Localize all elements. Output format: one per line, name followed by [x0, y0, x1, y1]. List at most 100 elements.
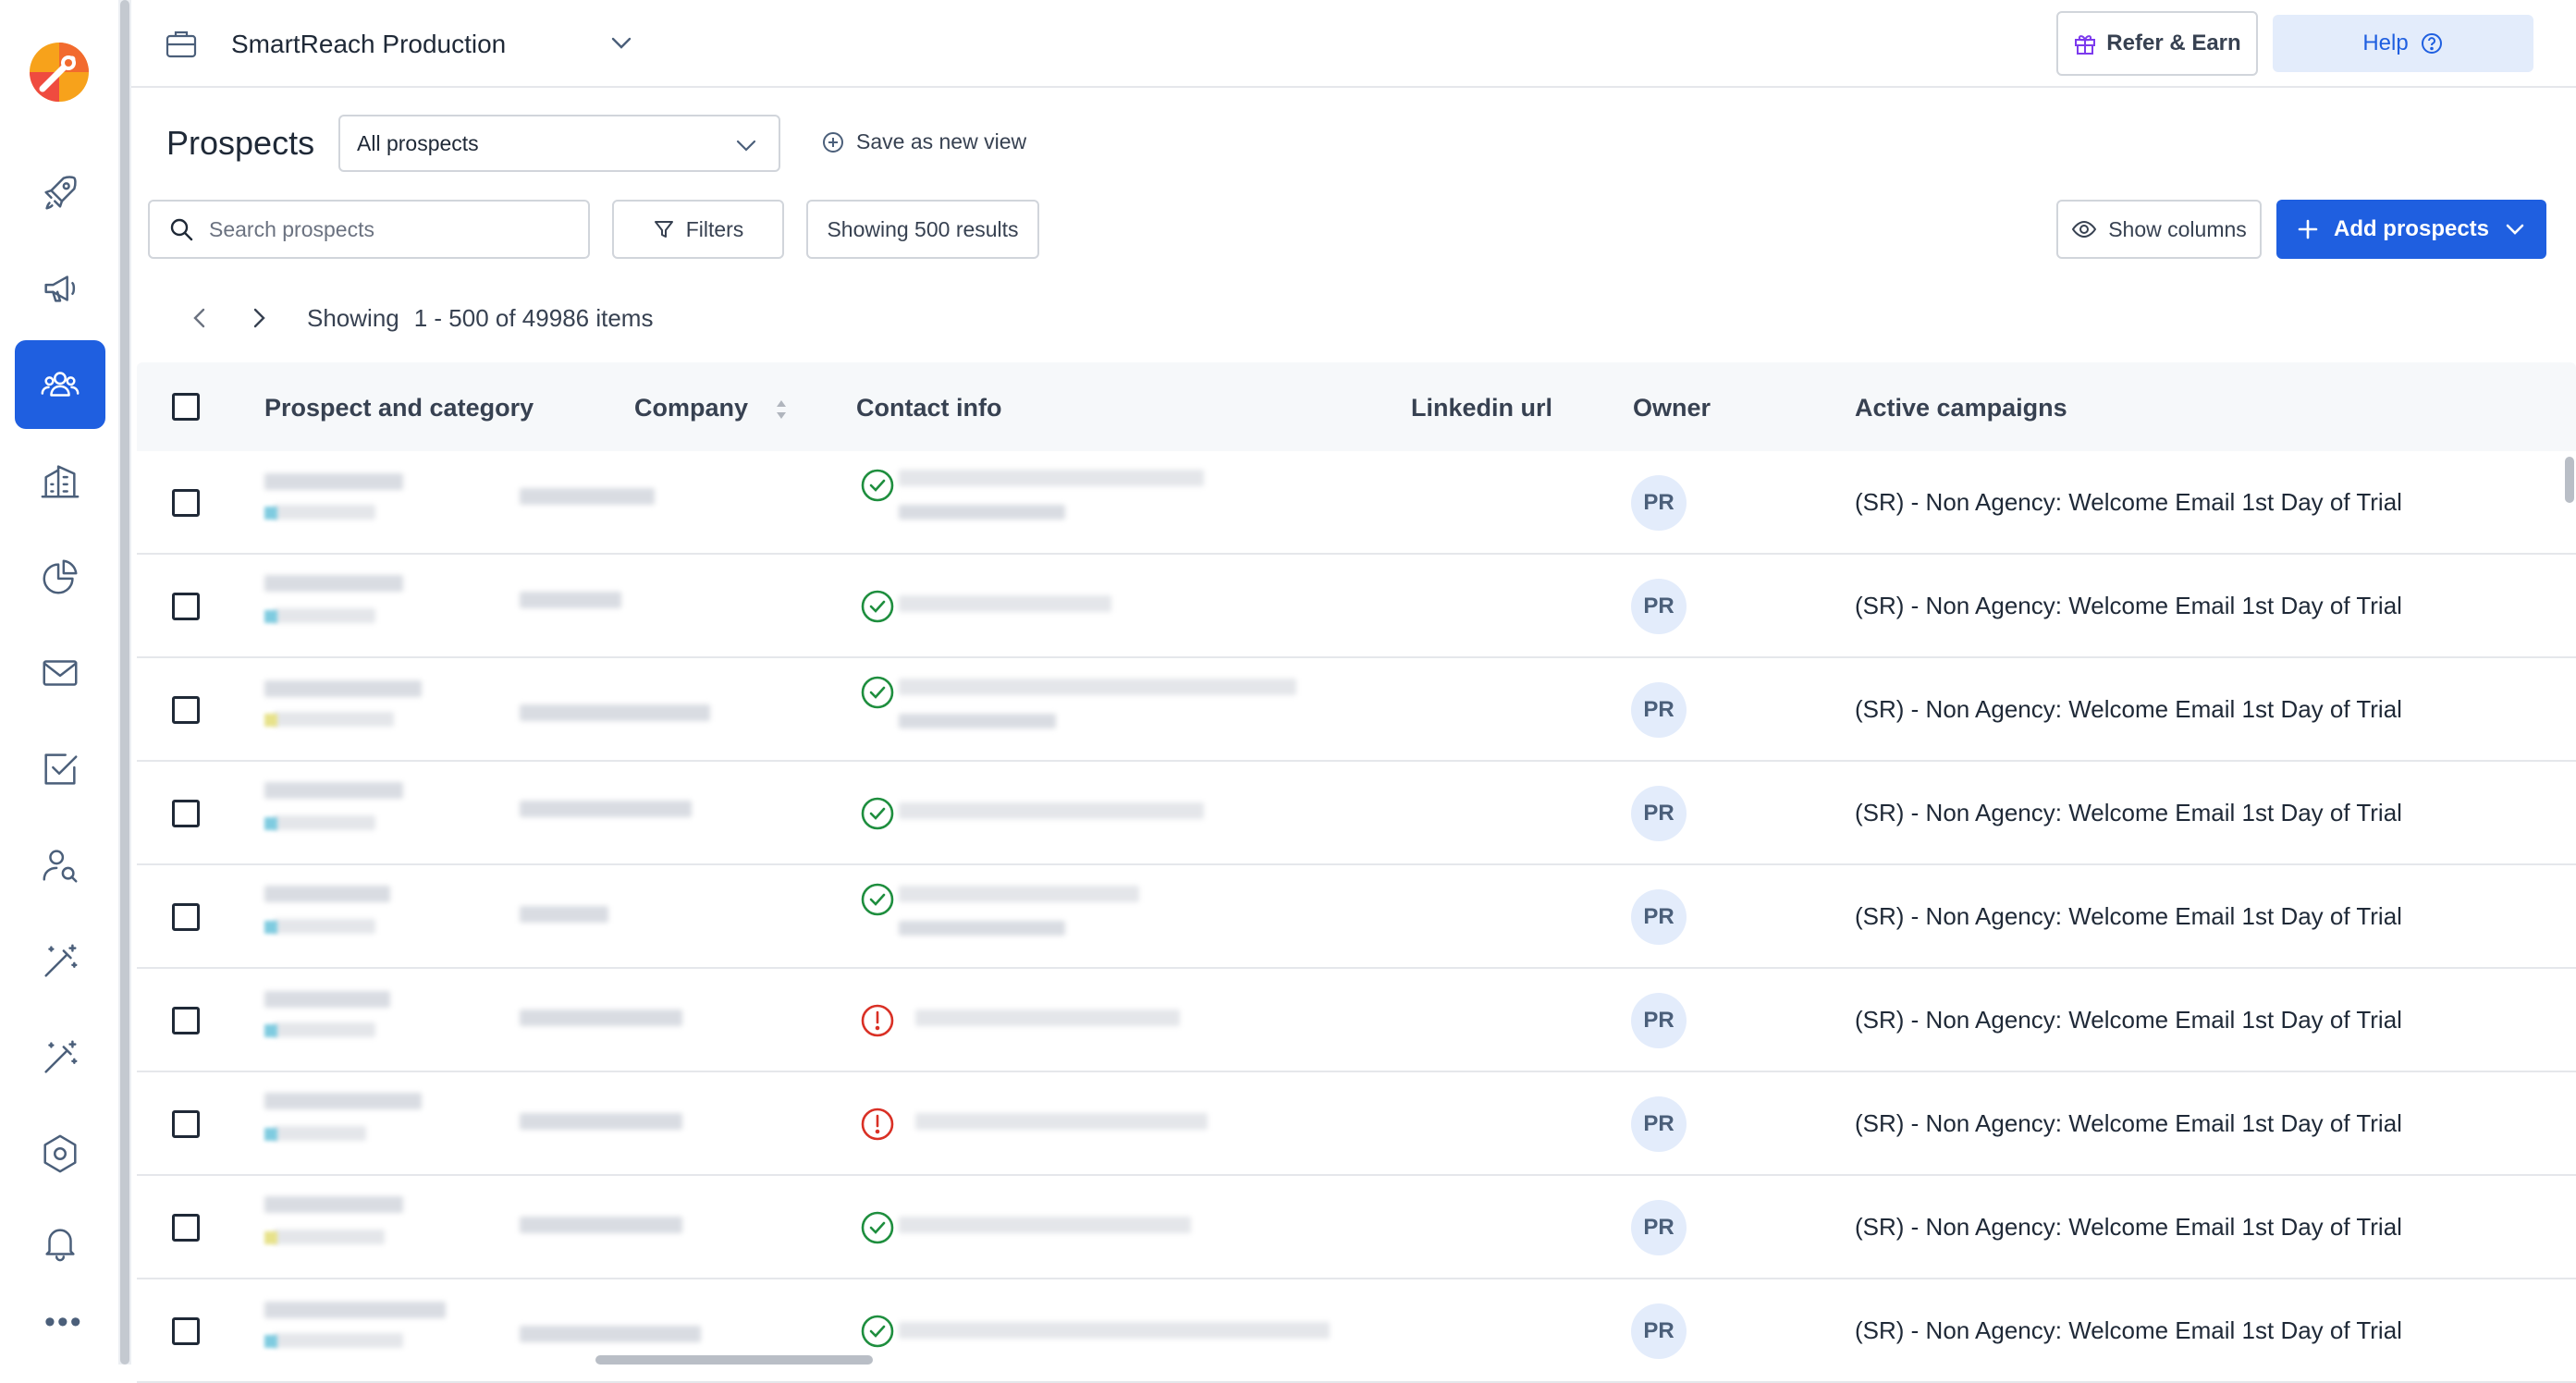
- row-checkbox[interactable]: [172, 1214, 200, 1242]
- more-options-icon[interactable]: •••: [44, 1304, 83, 1340]
- nav-inbox[interactable]: [15, 629, 105, 717]
- active-campaign-link[interactable]: (SR) - Non Agency: Welcome Email 1st Day…: [1855, 592, 2402, 619]
- owner-avatar[interactable]: PR: [1631, 1096, 1687, 1152]
- redacted-text: [899, 679, 1296, 695]
- add-prospects-button[interactable]: Add prospects: [2276, 200, 2546, 259]
- active-campaign-link[interactable]: (SR) - Non Agency: Welcome Email 1st Day…: [1855, 1109, 2402, 1137]
- active-campaign-link[interactable]: (SR) - Non Agency: Welcome Email 1st Day…: [1855, 1006, 2402, 1034]
- row-checkbox[interactable]: [172, 1317, 200, 1345]
- table-vertical-scrollbar[interactable]: [2565, 457, 2574, 503]
- owner-avatar[interactable]: PR: [1631, 682, 1687, 738]
- next-page-button[interactable]: [240, 301, 277, 335]
- view-select[interactable]: All prospects: [338, 115, 780, 172]
- nav-ai-tools[interactable]: [15, 917, 105, 1006]
- search-input[interactable]: [209, 216, 560, 242]
- table-row[interactable]: PR (SR) - Non Agency: Welcome Email 1st D…: [137, 1176, 2576, 1279]
- category-tag: [264, 714, 277, 727]
- table-row[interactable]: PR (SR) - Non Agency: Welcome Email 1st D…: [137, 451, 2576, 555]
- column-active-campaigns[interactable]: Active campaigns: [1855, 394, 2067, 422]
- nav-reports[interactable]: [15, 532, 105, 621]
- save-as-new-view-button[interactable]: Save as new view: [821, 129, 1026, 154]
- nav-accounts[interactable]: [15, 436, 105, 525]
- table-body: PR (SR) - Non Agency: Welcome Email 1st D…: [137, 451, 2576, 1383]
- table-row[interactable]: PR (SR) - Non Agency: Welcome Email 1st D…: [137, 865, 2576, 969]
- table-row[interactable]: PR (SR) - Non Agency: Welcome Email 1st D…: [137, 969, 2576, 1072]
- refer-earn-button[interactable]: Refer & Earn: [2056, 11, 2258, 76]
- nav-notifications[interactable]: [15, 1198, 105, 1287]
- owner-avatar[interactable]: PR: [1631, 993, 1687, 1048]
- table-row[interactable]: PR (SR) - Non Agency: Welcome Email 1st D…: [137, 555, 2576, 658]
- invalid-alert-icon: [861, 1108, 894, 1141]
- owner-avatar[interactable]: PR: [1631, 1303, 1687, 1359]
- save-view-label: Save as new view: [856, 129, 1027, 153]
- briefcase-icon: [166, 31, 197, 58]
- redacted-text: [274, 815, 375, 830]
- row-checkbox[interactable]: [172, 593, 200, 620]
- owner-avatar[interactable]: PR: [1631, 1200, 1687, 1255]
- active-campaign-link[interactable]: (SR) - Non Agency: Welcome Email 1st Day…: [1855, 488, 2402, 516]
- owner-avatar[interactable]: PR: [1631, 579, 1687, 634]
- nav-prospect-search[interactable]: [15, 821, 105, 910]
- nav-ai-writer[interactable]: [15, 1013, 105, 1102]
- row-checkbox[interactable]: [172, 1110, 200, 1138]
- redacted-text: [899, 714, 1056, 728]
- active-campaign-link[interactable]: (SR) - Non Agency: Welcome Email 1st Day…: [1855, 1213, 2402, 1241]
- nav-prospects[interactable]: [15, 340, 105, 429]
- row-checkbox[interactable]: [172, 696, 200, 724]
- nav-settings[interactable]: [15, 1109, 105, 1198]
- verified-check-icon: [861, 797, 894, 830]
- pager-range: 1 - 500 of 49986 items: [413, 303, 654, 332]
- sidebar-scrollbar[interactable]: [118, 0, 131, 1365]
- column-prospect[interactable]: Prospect and category: [264, 394, 534, 422]
- plus-icon: [2298, 219, 2318, 239]
- prev-page-button[interactable]: [181, 301, 218, 335]
- table-row[interactable]: PR (SR) - Non Agency: Welcome Email 1st D…: [137, 1072, 2576, 1176]
- mail-icon: [43, 660, 78, 686]
- row-checkbox[interactable]: [172, 489, 200, 517]
- column-contact-info[interactable]: Contact info: [856, 394, 1002, 422]
- column-linkedin-url[interactable]: Linkedin url: [1411, 394, 1553, 422]
- owner-avatar[interactable]: PR: [1631, 786, 1687, 841]
- redacted-text: [264, 1302, 446, 1318]
- add-prospects-label: Add prospects: [2333, 216, 2490, 241]
- column-company[interactable]: Company: [634, 394, 789, 422]
- verified-check-icon: [861, 883, 894, 916]
- redacted-text: [899, 595, 1111, 612]
- building-icon: [41, 465, 80, 498]
- redacted-text: [520, 704, 710, 721]
- search-icon: [170, 218, 193, 241]
- row-checkbox[interactable]: [172, 903, 200, 931]
- owner-avatar[interactable]: PR: [1631, 475, 1687, 531]
- category-tag: [264, 1335, 277, 1348]
- redacted-text: [264, 1093, 422, 1109]
- table-horizontal-scrollbar[interactable]: [595, 1355, 873, 1365]
- help-button[interactable]: Help: [2273, 15, 2533, 72]
- table-row[interactable]: PR (SR) - Non Agency: Welcome Email 1st D…: [137, 658, 2576, 762]
- active-campaign-link[interactable]: (SR) - Non Agency: Welcome Email 1st Day…: [1855, 799, 2402, 826]
- table-row[interactable]: PR (SR) - Non Agency: Welcome Email 1st D…: [137, 1279, 2576, 1383]
- column-owner[interactable]: Owner: [1633, 394, 1711, 422]
- redacted-text: [274, 1230, 385, 1244]
- nav-campaigns[interactable]: [15, 244, 105, 333]
- filters-button[interactable]: Filters: [612, 200, 784, 259]
- table-row[interactable]: PR (SR) - Non Agency: Welcome Email 1st D…: [137, 762, 2576, 865]
- nav-tasks[interactable]: [15, 725, 105, 814]
- active-campaign-link[interactable]: (SR) - Non Agency: Welcome Email 1st Day…: [1855, 902, 2402, 930]
- owner-avatar[interactable]: PR: [1631, 889, 1687, 945]
- active-campaign-link[interactable]: (SR) - Non Agency: Welcome Email 1st Day…: [1855, 1316, 2402, 1344]
- redacted-text: [274, 1333, 403, 1348]
- smartreach-logo[interactable]: [26, 39, 92, 105]
- row-checkbox[interactable]: [172, 1007, 200, 1034]
- redacted-text: [899, 802, 1204, 819]
- chevron-down-icon[interactable]: [608, 30, 634, 55]
- filter-icon: [654, 221, 673, 238]
- redacted-text: [520, 906, 608, 923]
- nav-rocket[interactable]: [15, 148, 105, 237]
- redacted-text: [520, 488, 655, 505]
- active-campaign-link[interactable]: (SR) - Non Agency: Welcome Email 1st Day…: [1855, 695, 2402, 723]
- row-checkbox[interactable]: [172, 800, 200, 827]
- workspace-name[interactable]: SmartReach Production: [231, 30, 507, 58]
- show-columns-button[interactable]: Show columns: [2056, 200, 2262, 259]
- select-all-checkbox[interactable]: [172, 393, 200, 421]
- redacted-text: [520, 1217, 682, 1233]
